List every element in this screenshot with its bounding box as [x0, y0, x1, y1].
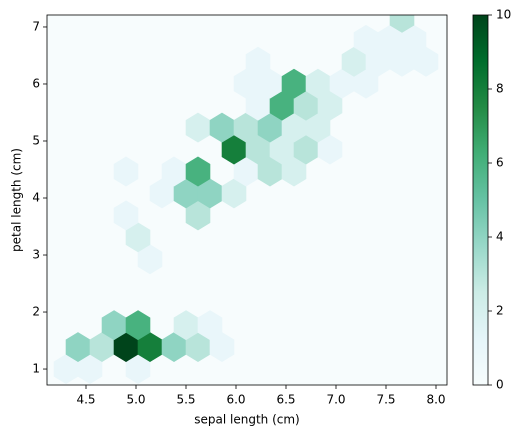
- x-tick-label: 6.0: [226, 393, 245, 407]
- y-tick-label: 4: [32, 191, 40, 205]
- y-tick-label: 6: [32, 76, 40, 90]
- hex-layer: [53, 15, 439, 384]
- x-tick-label: 8.0: [426, 393, 445, 407]
- x-tick-label: 5.0: [126, 393, 145, 407]
- y-tick-label: 5: [32, 133, 40, 147]
- hex-bin: [185, 156, 211, 187]
- colorbar-tick-label: 0: [496, 378, 504, 392]
- y-axis-label: petal length (cm): [10, 148, 24, 252]
- x-axis-label: sepal length (cm): [194, 413, 299, 427]
- colorbar-tick-label: 2: [496, 304, 504, 318]
- y-tick-label: 3: [32, 248, 40, 262]
- hex-bin: [113, 200, 139, 231]
- x-tick-label: 7.5: [376, 393, 395, 407]
- y-tick-label: 7: [32, 19, 40, 33]
- x-tick-label: 6.5: [276, 393, 295, 407]
- hex-bin: [197, 310, 223, 341]
- hex-bin: [389, 15, 415, 33]
- hex-bin: [125, 310, 151, 341]
- colorbar-tick-label: 10: [496, 8, 511, 22]
- x-tick-label: 7.0: [326, 393, 345, 407]
- x-tick-label: 5.5: [176, 393, 195, 407]
- y-tick-label: 1: [32, 362, 40, 376]
- colorbar: [472, 14, 489, 386]
- hex-bin: [245, 46, 271, 77]
- plot-frame: [46, 14, 448, 386]
- colorbar-tick-label: 8: [496, 82, 504, 96]
- colorbar-tick-label: 6: [496, 156, 504, 170]
- y-tick-label: 2: [32, 305, 40, 319]
- x-tick-label: 4.5: [76, 393, 95, 407]
- colorbar-tick-label: 4: [496, 230, 504, 244]
- hex-bin: [113, 156, 139, 187]
